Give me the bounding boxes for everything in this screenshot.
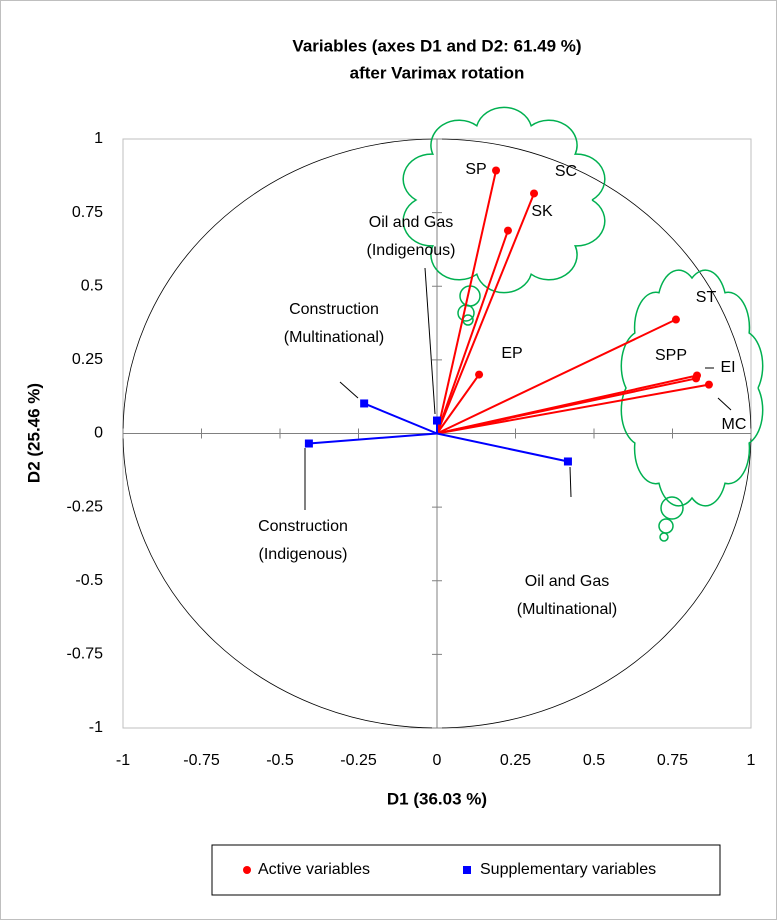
point xyxy=(564,457,572,465)
point-label: ST xyxy=(696,289,717,306)
point-label: (Indigenous) xyxy=(259,546,348,563)
y-tick-label: -0.25 xyxy=(67,498,104,515)
point-label: MC xyxy=(722,416,747,433)
chart-title: Variables (axes D1 and D2: 61.49 %) xyxy=(292,36,581,55)
point-label: Construction xyxy=(258,518,348,535)
y-tick-label: 0.75 xyxy=(72,204,103,221)
x-tick-label: -0.5 xyxy=(266,752,294,769)
point xyxy=(475,371,483,379)
point-label: EI xyxy=(720,359,735,376)
chart-border xyxy=(1,1,777,920)
point-label: SP xyxy=(465,161,486,178)
y-tick-label: 0 xyxy=(94,425,103,442)
y-axis-label: D2 (25.46 %) xyxy=(24,383,43,483)
point-label: (Multinational) xyxy=(284,329,384,346)
point xyxy=(692,374,700,382)
point xyxy=(504,227,512,235)
x-tick-label: 0.25 xyxy=(500,752,531,769)
point-label: SC xyxy=(555,163,577,180)
x-tick-label: -0.25 xyxy=(340,752,377,769)
point xyxy=(360,399,368,407)
point-label: SPP xyxy=(655,347,687,364)
x-tick-label: 0.5 xyxy=(583,752,605,769)
legend-label: Supplementary variables xyxy=(480,861,656,878)
point-label: SK xyxy=(531,203,553,220)
y-tick-label: -1 xyxy=(89,719,103,736)
chart: Variables (axes D1 and D2: 61.49 %) afte… xyxy=(0,0,777,920)
y-tick-label: 0.5 xyxy=(81,277,103,294)
x-tick-label: 0.75 xyxy=(657,752,688,769)
point xyxy=(492,167,500,175)
x-tick-label: -1 xyxy=(116,752,130,769)
x-axis-label: D1 (36.03 %) xyxy=(387,789,487,808)
legend-marker xyxy=(463,866,471,874)
point-label: Oil and Gas xyxy=(525,573,609,590)
point-label: EP xyxy=(501,345,522,362)
point-label: Oil and Gas xyxy=(369,214,453,231)
legend-marker xyxy=(243,866,251,874)
chart-title: after Varimax rotation xyxy=(350,63,525,82)
x-tick-label: -0.75 xyxy=(183,752,220,769)
y-tick-label: -0.5 xyxy=(75,572,103,589)
y-tick-label: 1 xyxy=(94,130,103,147)
y-tick-label: 0.25 xyxy=(72,351,103,368)
point xyxy=(305,440,313,448)
x-tick-label: 0 xyxy=(433,752,442,769)
point xyxy=(530,189,538,197)
point xyxy=(433,417,441,425)
x-tick-label: 1 xyxy=(747,752,756,769)
y-tick-label: -0.75 xyxy=(67,646,104,663)
point xyxy=(672,316,680,324)
legend-label: Active variables xyxy=(258,861,370,878)
point-label: (Multinational) xyxy=(517,601,617,618)
point-label: (Indigenous) xyxy=(367,242,456,259)
point-label: Construction xyxy=(289,301,379,318)
point xyxy=(705,381,713,389)
